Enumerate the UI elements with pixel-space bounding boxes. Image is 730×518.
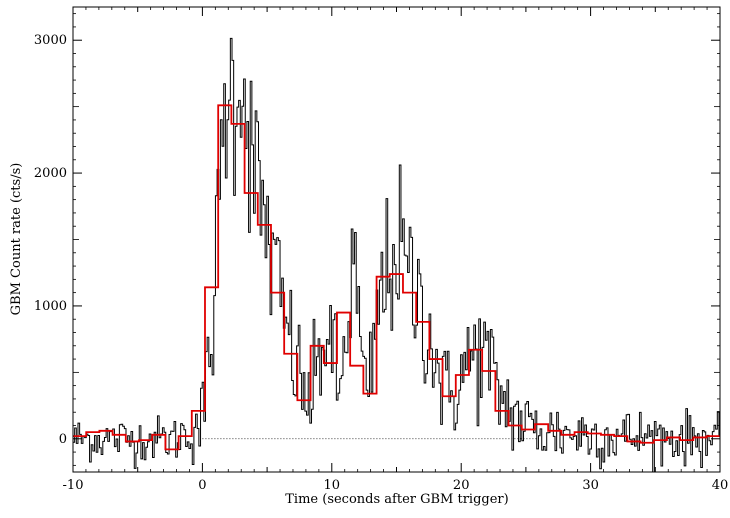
x-tick-label: 20 [453, 478, 470, 493]
x-tick-label: 0 [198, 478, 206, 493]
y-tick-label: 1000 [34, 299, 67, 314]
x-tick-label: 30 [582, 478, 599, 493]
series-coarse-histogram [73, 104, 720, 451]
x-tick-label: 10 [324, 478, 341, 493]
series-fine-histogram [73, 37, 720, 473]
x-tick-label: -10 [63, 478, 84, 493]
y-tick-label: 0 [59, 432, 67, 447]
y-tick-label: 3000 [34, 33, 67, 48]
y-tick-label: 2000 [34, 166, 67, 181]
plot-frame [72, 6, 721, 473]
axis-layer: -10 0 10 20 30 40 0 1000 2000 3000 [34, 7, 728, 493]
y-axis-label: GBM Count rate (cts/s) [9, 163, 24, 316]
data-layer [73, 37, 720, 473]
x-tick-label: 40 [712, 478, 729, 493]
x-axis-label: Time (seconds after GBM trigger) [285, 492, 508, 507]
